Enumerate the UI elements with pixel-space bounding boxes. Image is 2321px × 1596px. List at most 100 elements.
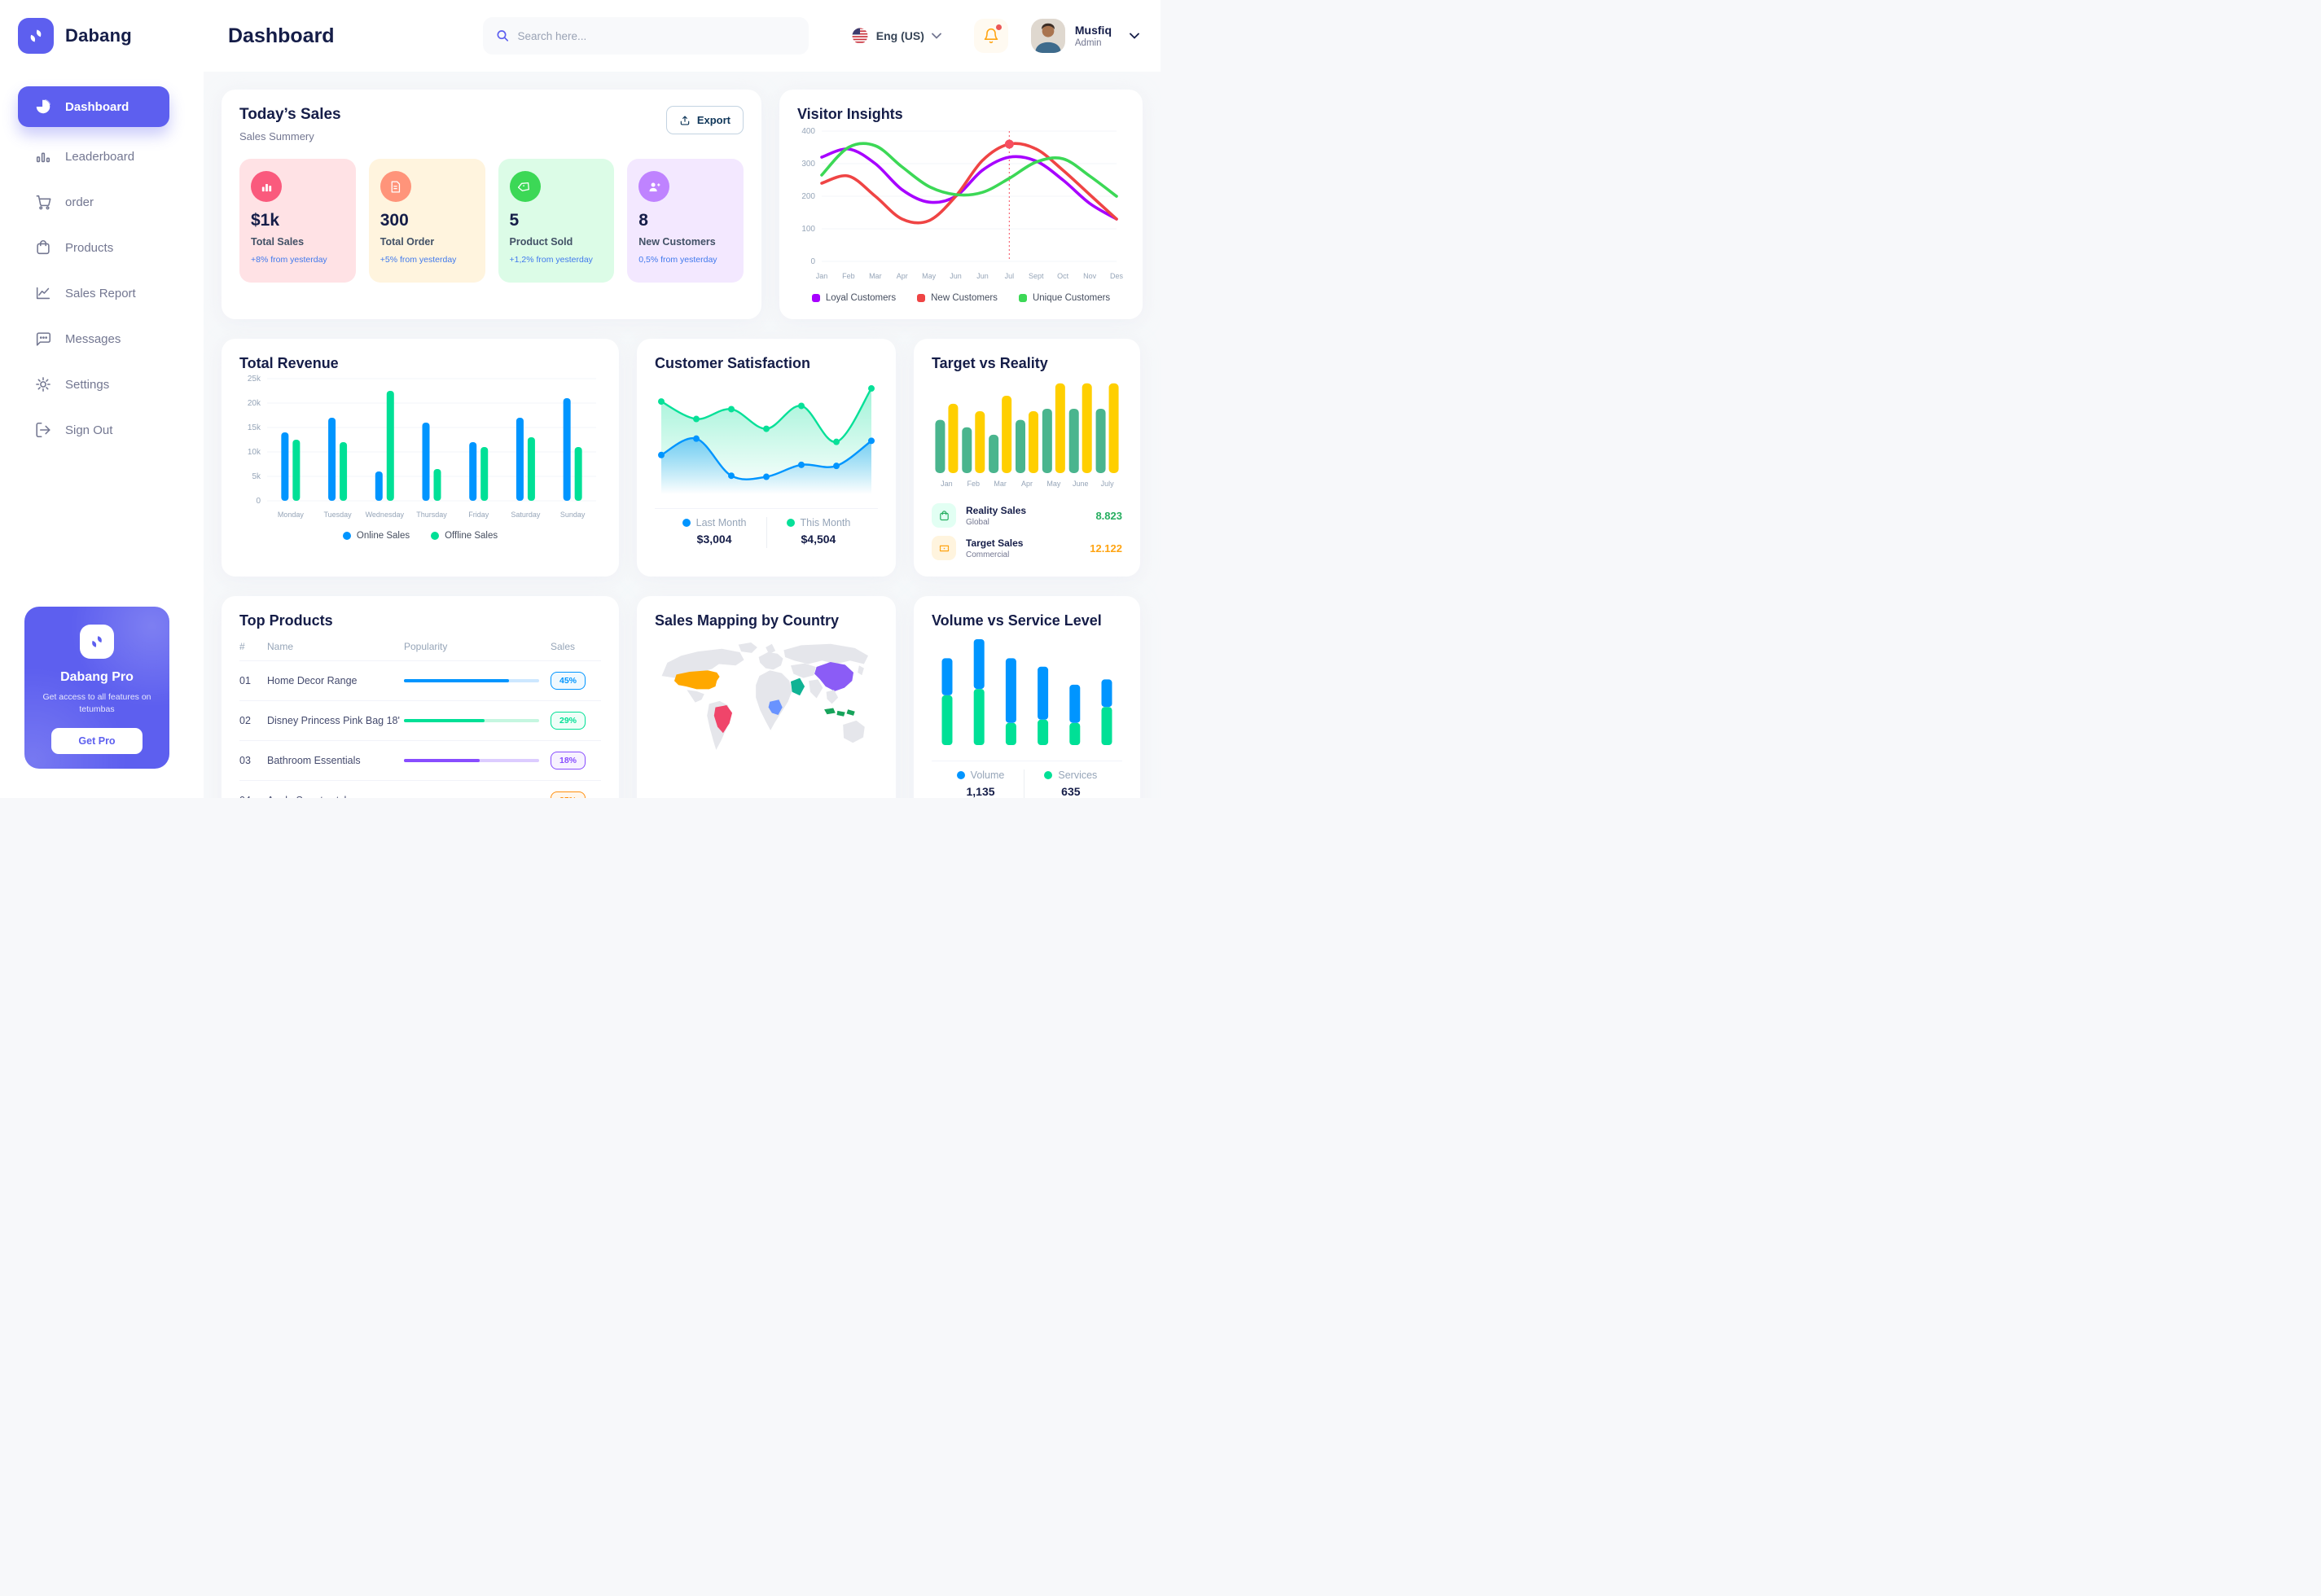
svg-text:Jan: Jan — [816, 272, 828, 280]
user-info: Musfiq Admin — [1075, 24, 1112, 48]
chat-icon — [36, 332, 51, 346]
sidebar-item-label: Settings — [65, 377, 110, 392]
sidebar-item-messages[interactable]: Messages — [0, 316, 204, 362]
stat-card-total-order: 300 Total Order +5% from yesterday — [368, 159, 485, 283]
sidebar-item-settings[interactable]: Settings — [0, 362, 204, 407]
bell-icon — [984, 28, 998, 44]
svg-text:Apr: Apr — [897, 272, 908, 280]
sidebar-item-label: Messages — [65, 331, 121, 346]
customer-satisfaction-card: Customer Satisfaction Last Month $3,004 … — [637, 339, 896, 577]
svg-text:100: 100 — [801, 225, 815, 234]
customer-satisfaction-chart — [658, 385, 875, 494]
sales-badge: 25% — [551, 791, 586, 798]
export-label: Export — [696, 114, 731, 126]
language-selector[interactable]: Eng (US) — [851, 27, 941, 45]
user-plus-stat-icon — [638, 171, 670, 202]
legend-label: Volume — [970, 770, 1005, 781]
search-input[interactable] — [517, 29, 796, 42]
table-row: 03 Bathroom Essentials 18% — [239, 741, 601, 781]
svg-text:10k: 10k — [248, 448, 261, 457]
order-stat-icon — [380, 171, 411, 202]
svg-text:Jan: Jan — [941, 480, 953, 488]
dabang-logo-icon — [30, 29, 42, 42]
ticket-icon — [932, 536, 956, 560]
svg-text:15k: 15k — [248, 423, 261, 432]
svg-text:Saturday: Saturday — [511, 511, 541, 519]
svg-text:200: 200 — [801, 192, 815, 201]
table-row: 04Apple Smartwatches 25% — [239, 781, 601, 798]
legend-label: Target Sales — [966, 537, 1024, 549]
customer-satisfaction-title: Customer Satisfaction — [655, 355, 811, 371]
svg-text:Oct: Oct — [1057, 272, 1069, 280]
stat-card-total-sales: $1k Total Sales +8% from yesterday — [239, 159, 356, 283]
total-revenue-legend: Online Sales Offline Sales — [239, 531, 601, 541]
popularity-bar — [404, 679, 539, 682]
svg-text:300: 300 — [801, 160, 815, 169]
us-flag-icon — [852, 28, 868, 44]
legend-swatch — [917, 294, 926, 302]
svg-text:20k: 20k — [248, 399, 261, 408]
sidebar-item-products[interactable]: Products — [0, 225, 204, 270]
volume-service-title: Volume vs Service Level — [932, 612, 1102, 629]
svg-text:400: 400 — [801, 127, 815, 136]
sidebar-item-leaderboard[interactable]: Leaderboard — [0, 134, 204, 179]
sidebar-item-sales-report[interactable]: Sales Report — [0, 270, 204, 316]
top-products-title: Top Products — [239, 612, 333, 629]
user-name: Musfiq — [1074, 24, 1112, 37]
notification-button[interactable] — [973, 19, 1008, 53]
stat-delta: +1,2% from yesterday — [509, 255, 593, 265]
pro-card-text: Get access to all features on tetumbas — [42, 691, 151, 715]
table-row: 02 Disney Princess Pink Bag 18' 29% — [239, 701, 601, 741]
main-content: Today’s Sales Sales Summery Export — [204, 72, 1160, 798]
volume-service-legend: Volume 1,135 Services 635 — [932, 770, 1122, 798]
avatar — [1030, 19, 1065, 53]
visitor-insights-legend: Loyal Customers New Customers Unique Cus… — [797, 293, 1125, 303]
legend-label: Services — [1058, 770, 1098, 781]
dabang-logo — [18, 18, 54, 54]
chevron-down-icon — [931, 33, 941, 39]
legend-swatch — [431, 532, 440, 540]
svg-text:Jun: Jun — [976, 272, 989, 280]
pro-card: Dabang Pro Get access to all features on… — [24, 607, 169, 770]
legend-swatch — [1018, 294, 1027, 302]
volume-service-chart — [941, 639, 1112, 745]
stat-value: 8 — [638, 211, 648, 230]
export-icon — [680, 115, 690, 125]
legend-label: Loyal Customers — [825, 293, 897, 303]
legend-label: Reality Sales — [966, 504, 1027, 516]
stat-label: Total Sales — [251, 236, 305, 248]
stat-value: 300 — [380, 211, 409, 230]
notification-dot — [995, 24, 1002, 30]
legend-swatch — [1044, 771, 1053, 779]
popularity-bar — [404, 719, 539, 722]
page-title: Dashboard — [228, 24, 335, 47]
svg-text:May: May — [922, 272, 937, 280]
reality-sales-row: Reality Sales Global 8.823 — [932, 503, 1122, 528]
svg-text:Friday: Friday — [468, 511, 489, 519]
svg-text:June: June — [1073, 480, 1089, 488]
legend-swatch — [956, 771, 965, 779]
sidebar-item-label: Leaderboard — [65, 149, 135, 164]
legend-swatch — [811, 294, 820, 302]
svg-text:Sunday: Sunday — [560, 511, 586, 519]
legend-label: Unique Customers — [1032, 293, 1111, 303]
sidebar-item-order[interactable]: order — [0, 179, 204, 225]
legend-label: Online Sales — [356, 531, 410, 541]
svg-text:Wednesday: Wednesday — [366, 511, 405, 519]
svg-text:0: 0 — [810, 257, 815, 266]
svg-text:Des: Des — [1110, 272, 1124, 280]
user-role: Admin — [1074, 38, 1102, 48]
svg-text:Feb: Feb — [842, 272, 855, 280]
search-bar[interactable] — [482, 17, 809, 55]
legend-label: New Customers — [931, 293, 998, 303]
table-header: # Name Popularity Sales — [239, 629, 601, 661]
sidebar-item-sign-out[interactable]: Sign Out — [0, 407, 204, 453]
user-menu[interactable]: Musfiq Admin — [1030, 19, 1139, 53]
sidebar-item-dashboard[interactable]: Dashboard — [18, 86, 169, 127]
export-button[interactable]: Export — [665, 106, 744, 134]
stat-label: Total Order — [380, 236, 435, 248]
cart-icon — [36, 195, 51, 210]
svg-text:Sept: Sept — [1029, 272, 1044, 280]
get-pro-button[interactable]: Get Pro — [51, 728, 143, 754]
svg-text:Jun: Jun — [950, 272, 962, 280]
